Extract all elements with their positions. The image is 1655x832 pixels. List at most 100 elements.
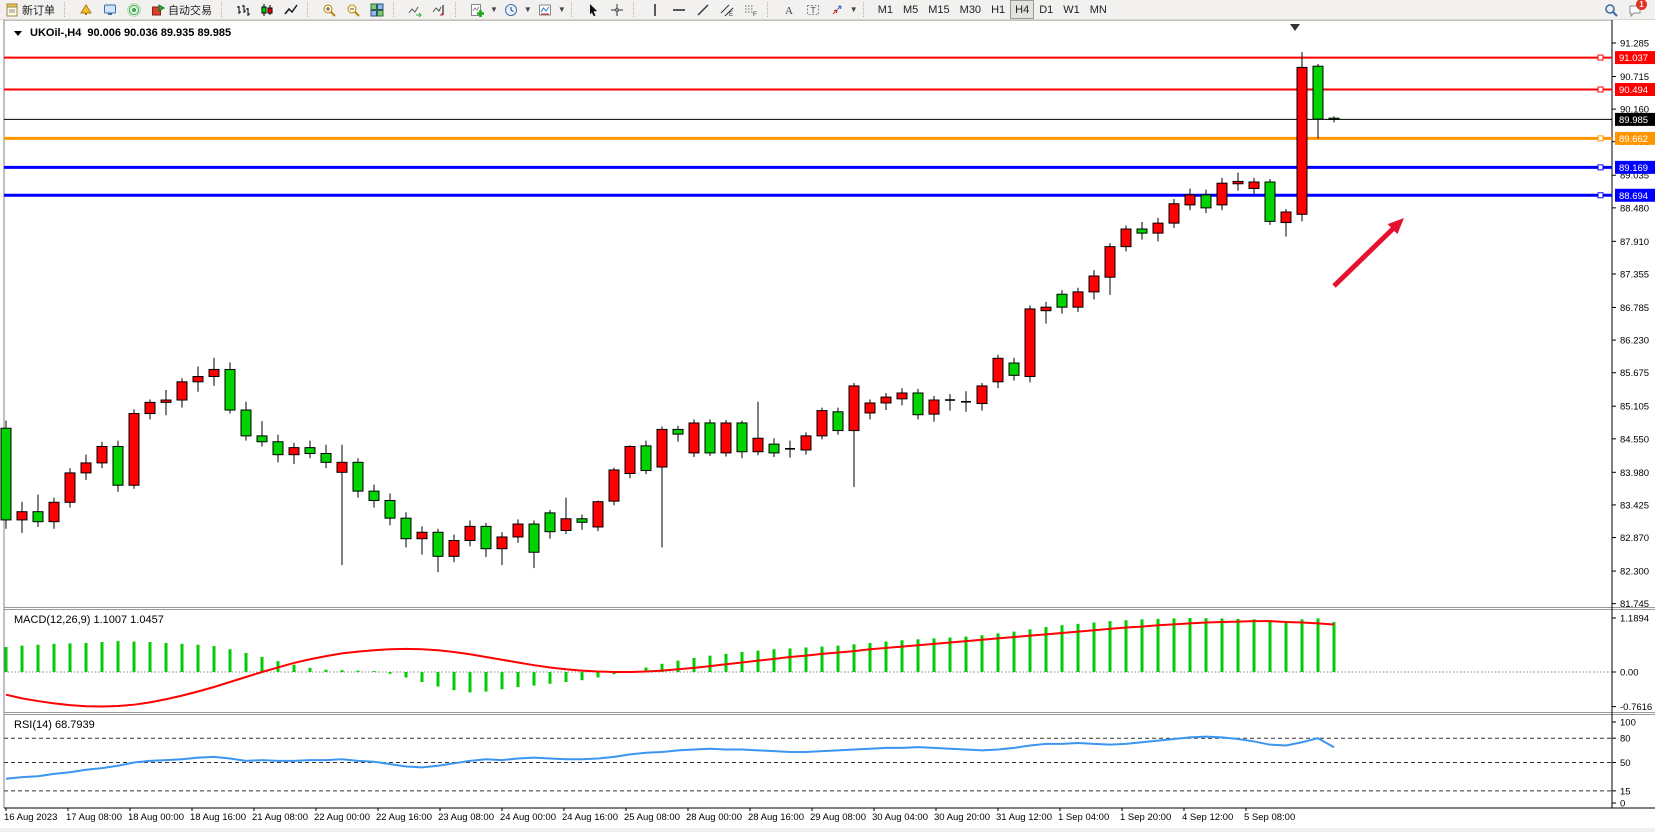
- tile-windows-button[interactable]: [365, 0, 389, 19]
- timeframe-H4-button[interactable]: H4: [1010, 0, 1035, 19]
- terminal-button[interactable]: [98, 0, 122, 19]
- macd-pane[interactable]: 1.1894 0.00 -0.7616: [4, 614, 1652, 714]
- timeframe-label: H4: [1015, 3, 1030, 16]
- line-handle[interactable]: [1597, 86, 1604, 93]
- search-icon: [1604, 3, 1618, 17]
- chart-shift-button[interactable]: [427, 0, 451, 19]
- timeframe-M5-button[interactable]: M5: [898, 0, 923, 19]
- crosshair-button[interactable]: [605, 0, 629, 19]
- alert-button[interactable]: [74, 0, 98, 19]
- chevron-down-icon[interactable]: ▼: [523, 5, 532, 14]
- date-tick-label: 4 Sep 12:00: [1182, 812, 1233, 823]
- timeframe-label: W1: [1063, 3, 1080, 16]
- candle-body: [912, 392, 924, 416]
- price-axis[interactable]: 91.28590.71590.16089.60589.03588.48087.9…: [1612, 39, 1649, 611]
- price-tick-label: 87.910: [1620, 237, 1649, 248]
- candle-body: [832, 411, 844, 432]
- templates-button[interactable]: [533, 0, 557, 19]
- chevron-down-icon[interactable]: ▼: [849, 5, 858, 14]
- arrows-icon: [830, 3, 844, 17]
- fibonacci-icon: F: [744, 3, 758, 17]
- candle-body: [1104, 246, 1116, 278]
- candle-body: [624, 445, 636, 474]
- line-handle[interactable]: [1597, 164, 1604, 171]
- toolbar-separator: [221, 2, 229, 17]
- new-order-icon: [5, 3, 19, 17]
- chart-canvas[interactable]: 91.28590.71590.16089.60589.03588.48087.9…: [0, 20, 1655, 828]
- timeframe-M15-button[interactable]: M15: [923, 0, 954, 19]
- price-line-badge: 89.985: [1619, 115, 1648, 126]
- rsi-pane[interactable]: 100 80 50 15 0: [4, 718, 1636, 810]
- broadcast-button[interactable]: [122, 0, 146, 19]
- candle-body: [928, 399, 940, 415]
- text-button[interactable]: A: [777, 0, 801, 19]
- periods-icon: [504, 3, 518, 17]
- broadcast-icon: [127, 2, 141, 17]
- date-axis[interactable]: 16 Aug 2023 17 Aug 08:00 18 Aug 00:00 18 Au…: [4, 808, 1295, 823]
- candle-body: [1264, 181, 1276, 222]
- price-line-badge: 91.037: [1619, 53, 1648, 64]
- toolbar-separator: [632, 2, 641, 17]
- arrows-button[interactable]: [825, 0, 849, 19]
- timeframe-MN-button[interactable]: MN: [1085, 0, 1112, 19]
- channel-icon: E: [720, 3, 734, 17]
- bar-chart-icon: [236, 3, 250, 17]
- candle-chart-button[interactable]: [255, 0, 279, 19]
- new-order-button[interactable]: 新订单: [0, 0, 60, 19]
- channel-button[interactable]: E: [715, 0, 739, 19]
- timeframe-H1-button[interactable]: H1: [986, 0, 1010, 19]
- autotrade-button[interactable]: 自动交易: [146, 0, 217, 19]
- fibonacci-button[interactable]: F: [739, 0, 763, 19]
- trend-line-button[interactable]: [691, 0, 715, 19]
- periods-button[interactable]: [499, 0, 523, 19]
- zoom-out-button[interactable]: [341, 0, 365, 19]
- rsi-axis-label: 15: [1620, 786, 1631, 797]
- chevron-down-icon[interactable]: [14, 30, 22, 36]
- candle-body: [256, 435, 268, 443]
- candle-body: [560, 518, 572, 531]
- candle-body: [1232, 180, 1244, 185]
- autotrade-icon: [151, 3, 165, 17]
- candle-body: [64, 472, 76, 503]
- cursor-button[interactable]: [581, 0, 605, 19]
- candle-body: [816, 410, 828, 437]
- line-chart-button[interactable]: [279, 0, 303, 19]
- chart-shift-marker[interactable]: [1290, 24, 1300, 31]
- timeframe-M1-button[interactable]: M1: [873, 0, 898, 19]
- search-button[interactable]: [1599, 0, 1623, 19]
- horizontal-line-button[interactable]: [667, 0, 691, 19]
- timeframe-M30-button[interactable]: M30: [955, 0, 986, 19]
- auto-scroll-button[interactable]: [403, 0, 427, 19]
- auto-scroll-icon: [408, 3, 422, 17]
- bar-chart-button[interactable]: [231, 0, 255, 19]
- timeframe-W1-button[interactable]: W1: [1058, 0, 1085, 19]
- candle-body: [688, 422, 700, 454]
- toolbar-separator: [307, 2, 315, 17]
- chevron-down-icon[interactable]: ▼: [490, 5, 498, 14]
- chevron-down-icon[interactable]: ▼: [557, 5, 566, 14]
- candle-body: [1136, 228, 1148, 234]
- candle-body: [1168, 203, 1180, 224]
- rsi-axis-label: 100: [1620, 718, 1636, 729]
- candle-body: [1072, 291, 1084, 308]
- vertical-line-button[interactable]: [643, 0, 667, 19]
- zoom-in-button[interactable]: [317, 0, 341, 19]
- annotation-arrow[interactable]: [1332, 218, 1404, 288]
- candle-body: [592, 501, 604, 528]
- timeframe-D1-button[interactable]: D1: [1034, 0, 1058, 19]
- text-label-button[interactable]: T: [801, 0, 825, 19]
- horizontal-lines[interactable]: [4, 54, 1612, 199]
- date-tick-label: 5 Sep 08:00: [1244, 812, 1295, 823]
- line-handle[interactable]: [1597, 192, 1604, 199]
- line-handle[interactable]: [1597, 135, 1604, 142]
- chat-button[interactable]: 1: [1623, 0, 1647, 19]
- date-tick-label: 24 Aug 00:00: [500, 812, 556, 823]
- chart-window[interactable]: 91.28590.71590.16089.60589.03588.48087.9…: [0, 20, 1655, 828]
- add-indicator-button[interactable]: [465, 0, 489, 19]
- timeframe-label: M5: [902, 3, 919, 16]
- line-handle[interactable]: [1597, 54, 1604, 61]
- candle-body: [304, 447, 316, 455]
- price-tick-label: 86.230: [1620, 336, 1649, 347]
- trend-line-icon: [696, 3, 710, 17]
